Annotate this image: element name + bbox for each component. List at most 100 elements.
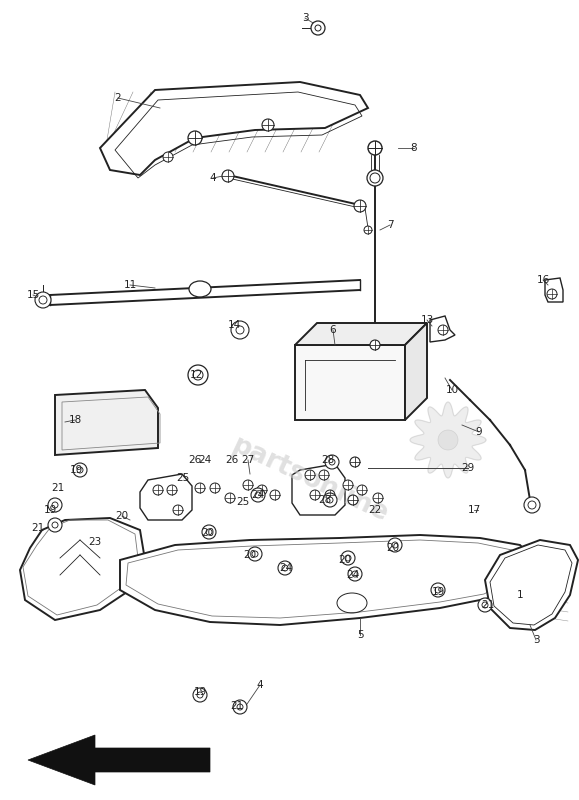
Circle shape [435, 587, 441, 593]
Circle shape [305, 470, 315, 480]
Text: 16: 16 [536, 275, 549, 285]
Polygon shape [28, 735, 210, 785]
Text: 11: 11 [123, 280, 137, 290]
Text: 24: 24 [251, 490, 265, 500]
Circle shape [73, 463, 87, 477]
Text: 20: 20 [339, 555, 351, 565]
Text: 27: 27 [241, 455, 255, 465]
Circle shape [327, 497, 333, 503]
Circle shape [77, 467, 83, 473]
Text: 19: 19 [43, 505, 57, 515]
Polygon shape [430, 316, 455, 342]
Circle shape [341, 551, 355, 565]
Circle shape [251, 488, 265, 502]
Text: 28: 28 [321, 455, 335, 465]
Text: 24: 24 [280, 563, 292, 573]
Circle shape [315, 25, 321, 31]
Polygon shape [405, 323, 427, 420]
Circle shape [195, 483, 205, 493]
Text: 20: 20 [386, 543, 400, 553]
Circle shape [352, 571, 358, 577]
Text: 21: 21 [31, 523, 45, 533]
Polygon shape [20, 518, 145, 620]
Circle shape [528, 501, 536, 509]
Text: 29: 29 [461, 463, 475, 473]
Text: 24: 24 [199, 455, 212, 465]
Polygon shape [485, 540, 578, 630]
Text: 10: 10 [445, 385, 459, 395]
Text: 14: 14 [228, 320, 241, 330]
Circle shape [392, 542, 398, 548]
Text: 25: 25 [236, 497, 250, 507]
Circle shape [255, 492, 261, 498]
Circle shape [188, 365, 208, 385]
Circle shape [243, 480, 253, 490]
Circle shape [222, 170, 234, 182]
Circle shape [248, 547, 262, 561]
Circle shape [257, 485, 267, 495]
Text: 26: 26 [188, 455, 201, 465]
Polygon shape [410, 402, 486, 478]
Text: 25: 25 [177, 473, 190, 483]
Polygon shape [55, 390, 158, 455]
Circle shape [388, 538, 402, 552]
Polygon shape [545, 278, 563, 302]
Circle shape [348, 495, 358, 505]
Circle shape [323, 493, 337, 507]
Circle shape [282, 565, 288, 571]
Text: 3: 3 [302, 13, 308, 23]
Circle shape [270, 490, 280, 500]
Circle shape [35, 292, 51, 308]
Circle shape [370, 340, 380, 350]
Text: 26: 26 [225, 455, 239, 465]
Text: 22: 22 [368, 505, 382, 515]
Text: 15: 15 [27, 290, 39, 300]
Circle shape [188, 131, 202, 145]
Circle shape [233, 700, 247, 714]
Polygon shape [120, 535, 535, 625]
Text: 24: 24 [346, 570, 360, 580]
Text: 19: 19 [69, 465, 83, 475]
Text: 21: 21 [52, 483, 65, 493]
Circle shape [329, 459, 335, 465]
Polygon shape [295, 323, 427, 345]
Text: 7: 7 [387, 220, 393, 230]
Circle shape [367, 170, 383, 186]
Text: 13: 13 [420, 315, 434, 325]
Text: partsonline: partsonline [228, 432, 393, 528]
Circle shape [202, 525, 216, 539]
Text: 18: 18 [68, 415, 82, 425]
Circle shape [373, 493, 383, 503]
Circle shape [357, 485, 367, 495]
Circle shape [368, 141, 382, 155]
Text: 23: 23 [89, 537, 102, 547]
Text: 3: 3 [533, 635, 539, 645]
Text: 20: 20 [201, 528, 215, 538]
Circle shape [343, 480, 353, 490]
Circle shape [173, 505, 183, 515]
Circle shape [478, 598, 492, 612]
Text: 28: 28 [318, 495, 332, 505]
Polygon shape [100, 82, 368, 175]
Circle shape [153, 485, 163, 495]
Circle shape [311, 21, 325, 35]
Circle shape [225, 493, 235, 503]
Text: 17: 17 [467, 505, 481, 515]
Circle shape [310, 490, 320, 500]
Circle shape [431, 583, 445, 597]
Circle shape [206, 529, 212, 535]
Ellipse shape [189, 281, 211, 297]
Text: 5: 5 [357, 630, 363, 640]
Circle shape [325, 455, 339, 469]
Text: 20: 20 [243, 550, 256, 560]
Text: 12: 12 [189, 370, 203, 380]
Text: 9: 9 [476, 427, 482, 437]
Circle shape [39, 296, 47, 304]
Circle shape [167, 485, 177, 495]
Circle shape [278, 561, 292, 575]
Circle shape [193, 688, 207, 702]
Text: 4: 4 [256, 680, 263, 690]
Circle shape [354, 200, 366, 212]
Circle shape [364, 226, 372, 234]
Circle shape [438, 325, 448, 335]
